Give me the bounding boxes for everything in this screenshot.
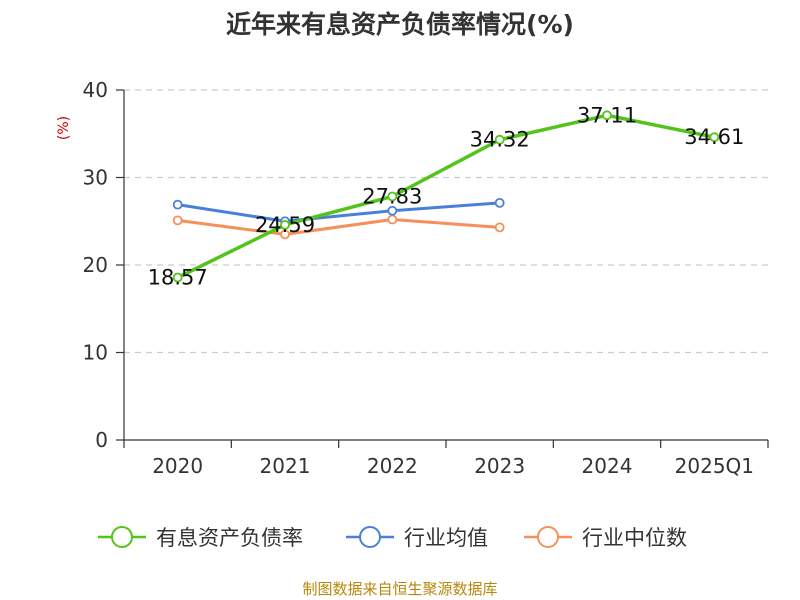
data-label: 34.61 bbox=[684, 125, 744, 149]
legend-marker bbox=[359, 526, 381, 548]
data-point bbox=[172, 272, 183, 283]
x-tick-label: 2024 bbox=[582, 454, 633, 478]
data-label: 34.32 bbox=[470, 128, 530, 152]
legend-label: 行业中位数 bbox=[582, 526, 687, 550]
source-note: 制图数据来自恒生聚源数据库 bbox=[302, 580, 497, 598]
chart-title: 近年来有息资产负债率情况(%) bbox=[226, 10, 574, 39]
data-point bbox=[387, 205, 398, 216]
y-tick-label: 10 bbox=[83, 341, 108, 365]
data-label: 37.11 bbox=[577, 103, 637, 127]
legend-label: 行业均值 bbox=[404, 526, 488, 550]
series-line bbox=[176, 113, 715, 280]
data-point bbox=[280, 229, 290, 240]
axes: 0 10 20 30 40 2020 2021 2022 2023 2024 2025Q1 bbox=[83, 78, 769, 478]
y-tick-label: 40 bbox=[83, 78, 108, 102]
legend: 有息资产负债率 行业均值 行业中位数 bbox=[98, 526, 687, 550]
y-axis-label: (%) bbox=[56, 116, 72, 140]
data-point bbox=[172, 215, 183, 226]
data-point bbox=[494, 134, 505, 145]
x-tick-label: 2022 bbox=[367, 454, 418, 478]
series-line bbox=[177, 201, 500, 223]
data-label: 18.57 bbox=[148, 266, 208, 290]
grid-lines bbox=[124, 89, 768, 354]
data-point bbox=[280, 219, 290, 230]
data-label: 27.83 bbox=[362, 184, 422, 208]
data-point bbox=[387, 214, 398, 225]
legend-marker bbox=[537, 526, 559, 548]
x-tick-label: 2021 bbox=[260, 454, 311, 478]
x-tick-label: 2020 bbox=[152, 454, 203, 478]
x-tick-label: 2025Q1 bbox=[675, 454, 754, 478]
data-point bbox=[172, 199, 183, 210]
legend-marker bbox=[111, 526, 133, 548]
data-point bbox=[387, 191, 398, 202]
x-tick-label: 2023 bbox=[474, 454, 525, 478]
data-labels: 18.57 24.59 27.83 34.32 37.11 34.61 bbox=[148, 103, 745, 289]
y-tick-label: 30 bbox=[83, 166, 108, 190]
y-tick-label: 0 bbox=[95, 428, 108, 452]
legend-label: 有息资产负债率 bbox=[156, 526, 303, 550]
data-point bbox=[494, 222, 505, 233]
data-label: 24.59 bbox=[255, 213, 315, 237]
data-point bbox=[709, 132, 720, 143]
y-tick-label: 20 bbox=[83, 253, 108, 277]
series-lines bbox=[172, 110, 720, 283]
data-point bbox=[602, 110, 612, 121]
data-point bbox=[494, 197, 505, 208]
series-line bbox=[177, 218, 500, 236]
